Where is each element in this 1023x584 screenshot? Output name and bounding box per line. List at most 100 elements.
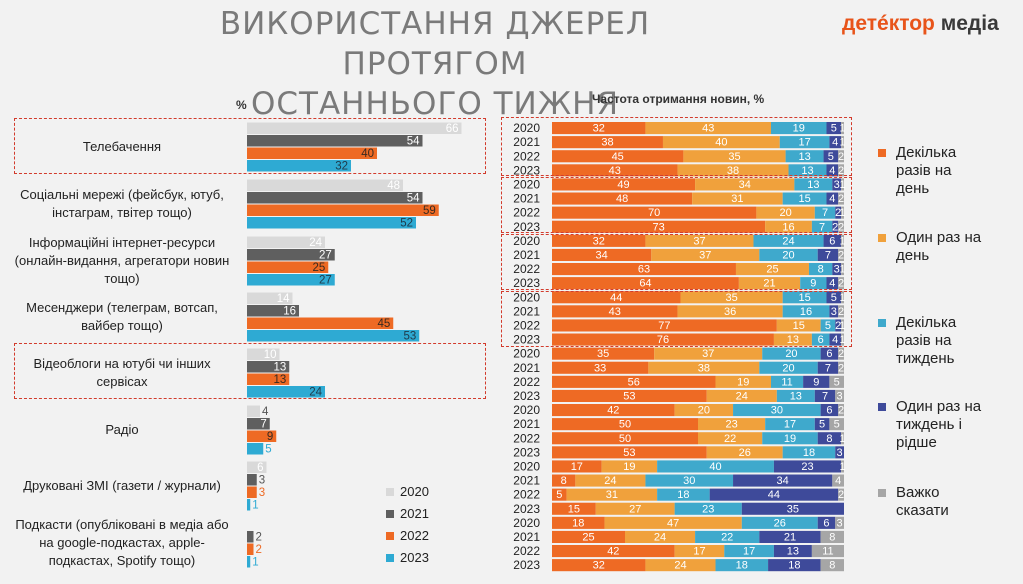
stack-segment bbox=[773, 333, 812, 346]
stack-segment bbox=[776, 319, 821, 332]
stack-segment bbox=[841, 234, 844, 247]
segment-value-label: 15 bbox=[568, 503, 580, 515]
segment-value-label: 4 bbox=[829, 193, 835, 205]
stack-segment bbox=[817, 248, 839, 261]
bar-value-label: 7 bbox=[260, 419, 266, 431]
segment-value-label: 32 bbox=[593, 560, 605, 572]
stack-segment bbox=[782, 305, 830, 318]
bar-2023 bbox=[247, 274, 335, 286]
category-label-line: сервісах bbox=[96, 374, 148, 389]
segment-value-label: 2 bbox=[838, 362, 844, 374]
segment-value-label: 13 bbox=[801, 165, 813, 177]
stack-segment bbox=[841, 291, 844, 304]
segment-value-label: 33 bbox=[594, 362, 606, 374]
stack-segment bbox=[604, 516, 742, 529]
stack-segment bbox=[677, 164, 789, 177]
stack-segment bbox=[811, 220, 833, 233]
row-year-label: 2021 bbox=[513, 304, 540, 318]
segment-value-label: 64 bbox=[639, 278, 651, 290]
stack-segment bbox=[814, 206, 836, 219]
legend-label: 2021 bbox=[400, 506, 429, 521]
stack-segment bbox=[771, 375, 804, 388]
row-year-label: 2023 bbox=[513, 389, 540, 403]
bar-2023 bbox=[247, 386, 325, 398]
segment-value-label: 6 bbox=[826, 348, 832, 360]
segment-value-label: 1 bbox=[839, 334, 845, 346]
segment-value-label: 45 bbox=[612, 151, 624, 163]
stack-segment bbox=[645, 234, 754, 247]
segment-value-label: 1 bbox=[839, 264, 845, 276]
bar-value-label: 2 bbox=[256, 544, 262, 556]
segment-value-label: 31 bbox=[731, 193, 743, 205]
stack-segment bbox=[625, 530, 696, 543]
stack-segment bbox=[662, 136, 780, 149]
segment-value-label: 5 bbox=[831, 292, 837, 304]
stack-segment bbox=[838, 192, 844, 205]
stack-segment bbox=[657, 460, 774, 473]
highlight-box-social-right bbox=[501, 177, 852, 233]
stack-segment bbox=[552, 319, 777, 332]
segment-value-label: 18 bbox=[788, 560, 800, 572]
category-label: Друковані ЗМІ (газети / журнали) bbox=[0, 477, 244, 495]
bar-2020 bbox=[247, 122, 462, 134]
stack-segment bbox=[552, 418, 698, 431]
segment-value-label: 34 bbox=[739, 179, 751, 191]
stack-segment bbox=[715, 559, 769, 572]
category-label: Телебачення bbox=[0, 138, 244, 156]
stack-segment bbox=[695, 530, 760, 543]
bar-value-label: 25 bbox=[312, 262, 325, 274]
stack-segment bbox=[782, 446, 836, 459]
segment-value-label: 20 bbox=[782, 250, 794, 262]
stack-segment bbox=[552, 460, 602, 473]
stack-segment bbox=[674, 545, 725, 558]
stack-segment bbox=[651, 248, 760, 261]
stack-segment bbox=[552, 136, 663, 149]
brand-part-1: детéктор bbox=[842, 12, 935, 35]
category-label-line: Соціальні мережі (фейсбук, ютуб, bbox=[20, 187, 224, 202]
bar-2021 bbox=[247, 192, 423, 204]
segment-value-label: 18 bbox=[677, 489, 689, 501]
bar-2023 bbox=[247, 556, 251, 568]
stack-segment bbox=[759, 361, 818, 374]
segment-value-label: 2 bbox=[838, 250, 844, 262]
segment-value-label: 49 bbox=[617, 179, 629, 191]
stack-segment bbox=[811, 545, 844, 558]
stack-segment bbox=[566, 488, 658, 501]
stack-segment bbox=[552, 389, 707, 402]
category-label: Месенджери (телеграм, вотсап, вайбер тощо… bbox=[0, 299, 244, 335]
segment-value-label: 21 bbox=[763, 278, 775, 290]
legend-label-line: разів на bbox=[896, 162, 952, 179]
stack-segment bbox=[826, 164, 839, 177]
legend-swatch bbox=[386, 488, 394, 496]
segment-value-label: 2 bbox=[838, 151, 844, 163]
bar-value-label: 13 bbox=[273, 374, 286, 386]
bar-2020 bbox=[247, 236, 325, 248]
stack-segment bbox=[552, 248, 652, 261]
segment-value-label: 1 bbox=[839, 123, 845, 135]
legend-label-line: Важко bbox=[896, 484, 940, 501]
bar-value-label: 3 bbox=[259, 475, 265, 487]
bar-value-label: 10 bbox=[264, 349, 277, 361]
stack-segment bbox=[820, 347, 839, 360]
legend-label-line: Декілька bbox=[896, 314, 957, 331]
segment-value-label: 35 bbox=[597, 348, 609, 360]
bar-value-label: 32 bbox=[335, 161, 348, 173]
stack-segment bbox=[771, 122, 827, 135]
row-year-label: 2021 bbox=[513, 192, 540, 206]
bar-value-label: 54 bbox=[407, 193, 420, 205]
bar-2020 bbox=[247, 348, 280, 360]
row-year-label: 2023 bbox=[513, 333, 540, 347]
stack-segment bbox=[841, 136, 844, 149]
segment-value-label: 15 bbox=[798, 193, 810, 205]
bar-value-label: 1 bbox=[252, 500, 258, 512]
segment-value-label: 27 bbox=[629, 503, 641, 515]
stack-segment bbox=[552, 291, 681, 304]
legend-label-line: сказати bbox=[896, 502, 949, 519]
segment-value-label: 37 bbox=[693, 235, 705, 247]
stack-segment bbox=[552, 559, 646, 572]
segment-value-label: 19 bbox=[784, 433, 796, 445]
segment-value-label: 32 bbox=[593, 235, 605, 247]
legend-label: Декілька разів на тиждень bbox=[896, 314, 1016, 368]
stack-segment bbox=[826, 277, 839, 290]
